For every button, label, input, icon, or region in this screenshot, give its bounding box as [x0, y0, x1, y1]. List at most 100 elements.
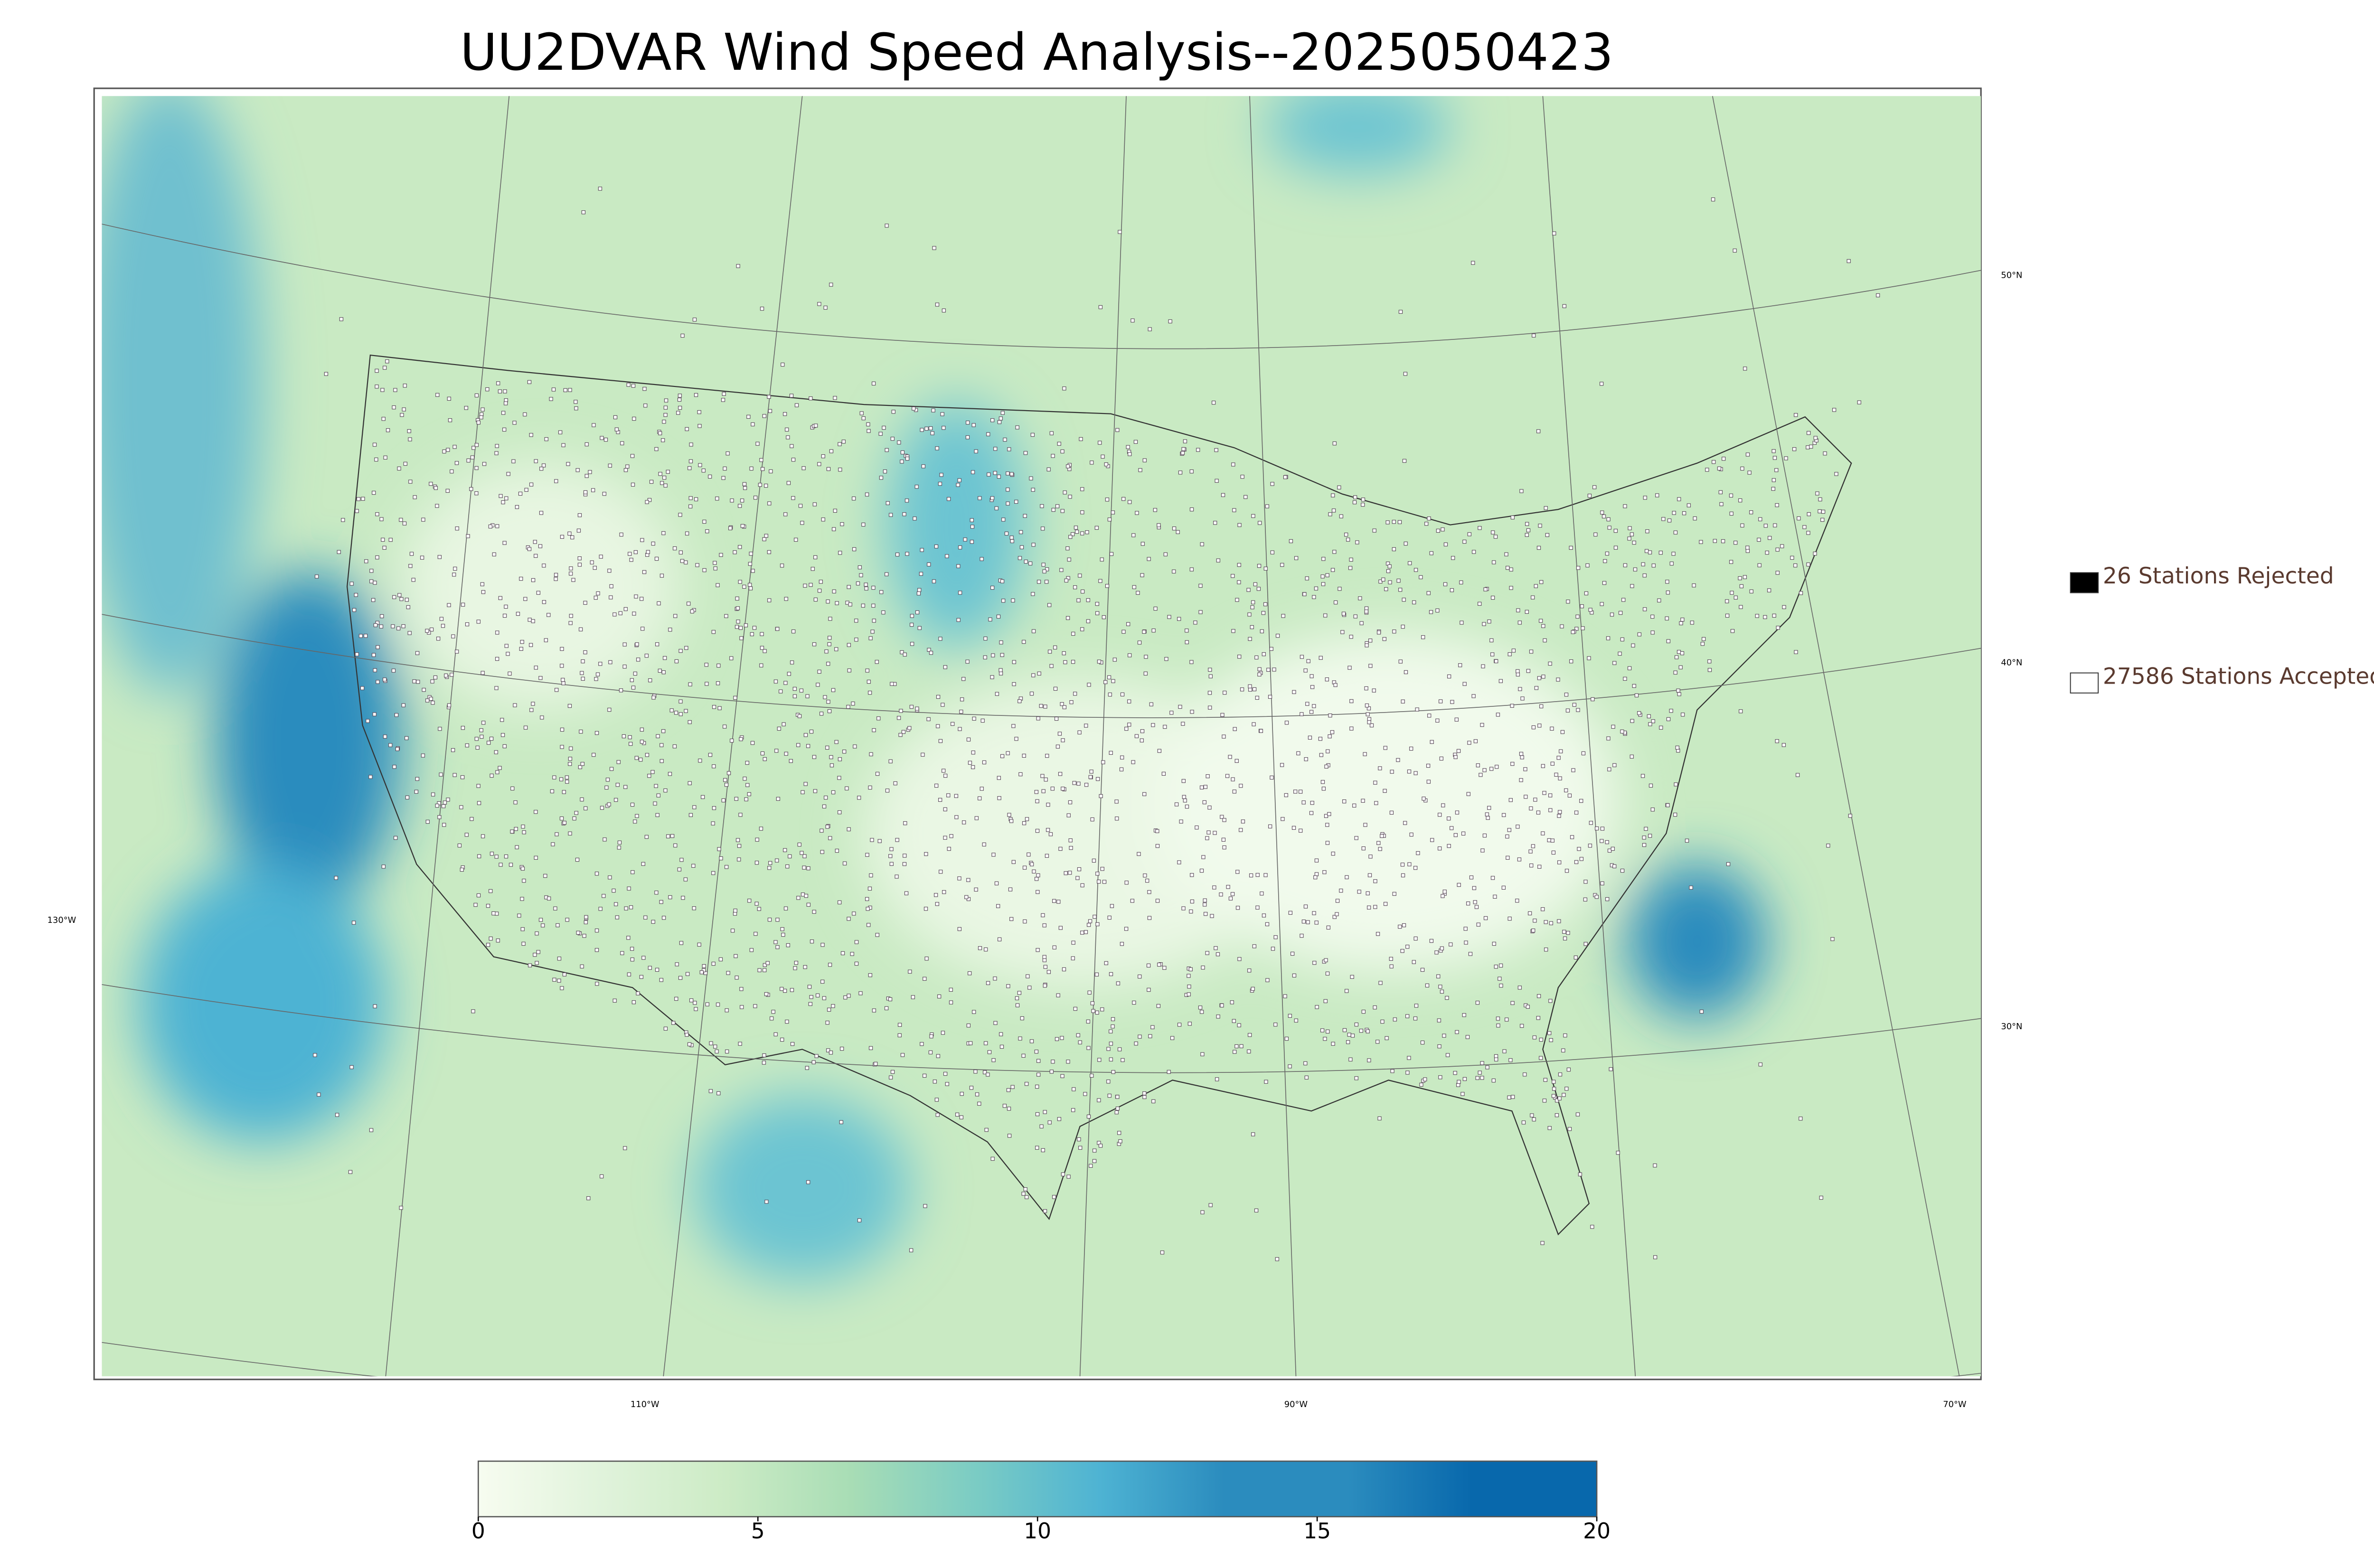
station — [791, 629, 796, 634]
station — [392, 595, 396, 599]
colorbar: 0 5 10 15 20 — [471, 1460, 1611, 1543]
station — [1607, 526, 1611, 530]
station — [773, 679, 778, 684]
station — [867, 679, 871, 684]
station — [1686, 503, 1691, 507]
station — [1252, 944, 1257, 948]
station — [688, 781, 692, 785]
station — [1541, 907, 1545, 911]
station — [385, 359, 389, 364]
station — [1354, 1076, 1358, 1080]
station — [482, 462, 487, 466]
station — [705, 1002, 709, 1006]
station — [997, 420, 1002, 424]
station — [1207, 805, 1212, 810]
station — [476, 784, 480, 788]
station — [521, 825, 525, 829]
station — [451, 634, 455, 638]
station — [538, 544, 543, 548]
station — [1150, 1025, 1155, 1029]
station — [452, 573, 456, 577]
station — [986, 432, 990, 436]
station — [1677, 497, 1681, 501]
station — [934, 1098, 939, 1102]
station — [663, 405, 668, 410]
station — [1256, 587, 1261, 591]
station — [1537, 723, 1542, 728]
station — [978, 796, 982, 800]
station — [1738, 498, 1743, 503]
station — [567, 531, 572, 536]
station — [1324, 958, 1328, 962]
station — [929, 651, 933, 655]
station — [623, 607, 628, 611]
station — [743, 777, 747, 781]
colorbar-tick-label: 10 — [1024, 1518, 1051, 1543]
station — [1633, 567, 1638, 572]
station — [1043, 965, 1047, 969]
station — [684, 560, 688, 564]
station — [1332, 441, 1337, 446]
station — [1294, 1018, 1298, 1023]
station — [1193, 620, 1197, 625]
station — [1572, 703, 1577, 707]
station — [1361, 498, 1366, 502]
station — [1206, 774, 1210, 779]
station — [609, 767, 614, 771]
station — [632, 611, 636, 616]
station — [752, 626, 757, 630]
station — [875, 660, 879, 664]
station — [975, 1092, 980, 1097]
station — [783, 848, 787, 852]
station — [1576, 708, 1580, 712]
station — [386, 428, 390, 432]
station — [966, 737, 971, 742]
station — [972, 1010, 976, 1014]
station — [915, 706, 919, 711]
station — [1412, 600, 1416, 604]
station — [619, 532, 623, 537]
station — [1474, 905, 1479, 909]
colorbar-fill — [478, 1460, 1598, 1518]
station — [1189, 660, 1194, 664]
station — [1037, 671, 1041, 676]
station — [805, 1066, 809, 1070]
station — [678, 405, 682, 410]
station — [1261, 611, 1266, 615]
station — [941, 1031, 945, 1035]
station — [559, 777, 564, 781]
station — [612, 612, 617, 617]
station — [1208, 1203, 1213, 1207]
station — [1098, 579, 1102, 583]
station — [943, 1071, 948, 1076]
legend-label: 27586 Stations Accepted — [2103, 663, 2374, 689]
station — [1117, 1047, 1122, 1052]
station — [784, 597, 788, 601]
station — [1830, 937, 1835, 941]
station — [609, 595, 613, 600]
station — [1213, 521, 1217, 525]
station — [721, 798, 725, 803]
station — [1592, 485, 1597, 489]
station — [905, 552, 909, 556]
station — [563, 388, 567, 393]
station — [651, 541, 655, 546]
station — [1106, 1047, 1111, 1051]
lat-label: 40°N — [2001, 657, 2022, 667]
station — [1031, 488, 1035, 492]
station — [1259, 729, 1263, 733]
station — [1034, 1050, 1038, 1054]
station — [708, 1089, 713, 1093]
station — [643, 404, 648, 408]
station — [534, 666, 538, 670]
station — [1320, 574, 1325, 579]
station — [577, 556, 582, 561]
station — [1367, 873, 1372, 877]
station — [528, 643, 533, 647]
station — [1304, 1075, 1309, 1080]
station — [783, 988, 787, 993]
station — [620, 441, 624, 445]
station — [1301, 800, 1306, 805]
station — [633, 550, 638, 554]
station — [1739, 605, 1743, 609]
